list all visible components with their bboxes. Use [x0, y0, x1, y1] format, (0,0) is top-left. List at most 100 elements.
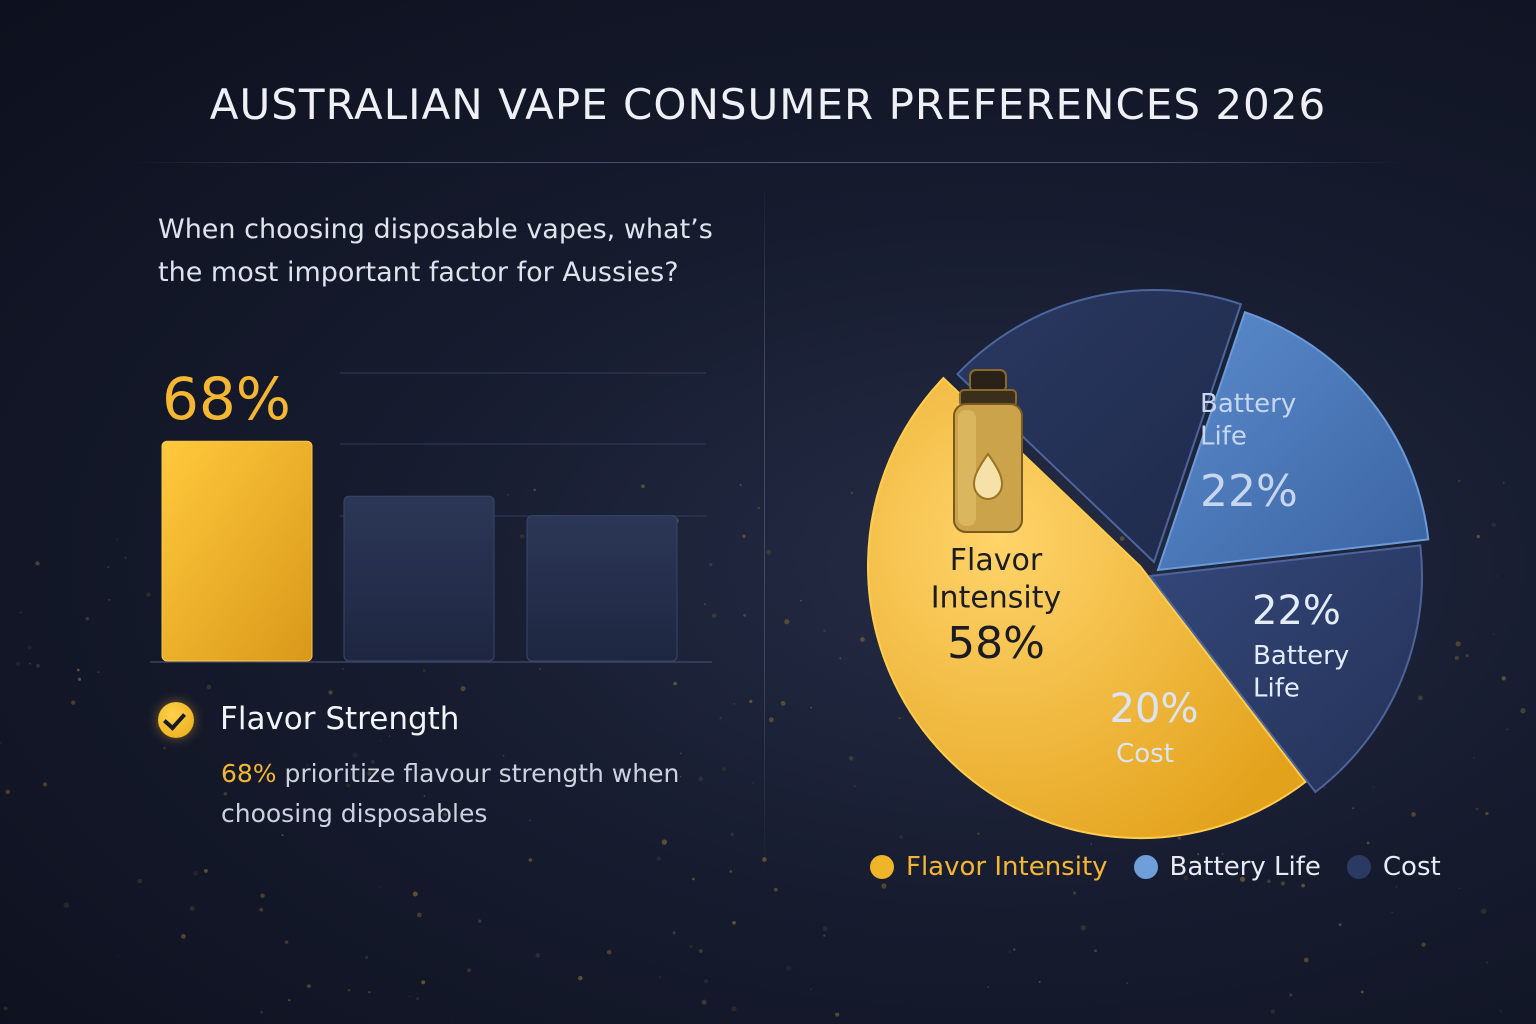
sparkle-dot: [719, 716, 723, 720]
sparkle-dot: [766, 549, 772, 555]
panel-divider: [764, 190, 765, 880]
sparkle-dot: [1094, 949, 1097, 953]
slice-value-label: 22%: [1252, 588, 1341, 634]
slice-name-label: Flavor Intensity: [931, 543, 1062, 616]
sparkle-dot: [535, 953, 540, 958]
sparkle-dot: [607, 950, 612, 955]
sparkle-dot: [85, 617, 89, 621]
sparkle-dot: [785, 965, 792, 972]
pie-slice-4: [1148, 544, 1424, 794]
droplet-icon: [972, 452, 1004, 501]
sparkle-dot: [881, 883, 887, 889]
sparkle-dot: [328, 690, 333, 695]
sparkle-dot: [721, 767, 727, 772]
sparkle-dot: [689, 944, 693, 949]
sparkle-dot: [1301, 883, 1305, 888]
sparkle-dot: [658, 976, 661, 979]
sparkle-dot: [260, 1010, 264, 1014]
highlight-description-text: prioritize flavour strength when choosin…: [221, 759, 680, 828]
sparkle-dot: [656, 856, 661, 861]
sparkle-dot: [752, 781, 755, 784]
sparkle-dot: [1303, 957, 1309, 963]
sparkle-dot: [1080, 925, 1087, 931]
sparkle-dot: [1485, 811, 1489, 816]
legend-item-battery: Battery Life: [1133, 852, 1321, 882]
slice-value-label: 20%: [1110, 686, 1199, 732]
sparkle-dot: [1395, 885, 1398, 888]
sparkle-dot: [1072, 891, 1077, 895]
sparkle-dot: [417, 912, 422, 918]
vape-device-icon: [953, 369, 1023, 533]
slice-name-label: Cost: [1116, 739, 1174, 769]
sparkle-dot: [412, 891, 418, 897]
sparkle-dot: [1458, 887, 1461, 890]
sparkle-dot: [307, 984, 311, 988]
sparkle-dot: [1421, 942, 1426, 947]
sparkle-dot: [773, 887, 778, 892]
sparkle-dot: [204, 869, 208, 873]
sparkle-dot: [739, 484, 742, 486]
sparkle-dot: [288, 999, 291, 1002]
sparkle-dot: [698, 949, 703, 953]
highlight-description: 68% prioritize flavour strength when cho…: [221, 754, 701, 834]
sparkle-dot: [701, 999, 707, 1005]
sparkle-dot: [1338, 923, 1342, 927]
sparkle-dot: [5, 789, 11, 795]
sparkle-dot: [729, 870, 732, 873]
survey-question: When choosing disposable vapes, what’s t…: [158, 214, 713, 288]
sparkle-dot: [364, 955, 369, 960]
sparkle-dot: [810, 988, 812, 991]
sparkle-dot: [742, 534, 746, 538]
highlight-percent: 68%: [221, 759, 277, 788]
sparkle-dot: [347, 988, 351, 992]
sparkle-dot: [0, 741, 2, 745]
sparkle-dot: [189, 905, 195, 911]
sparkle-dot: [108, 598, 111, 601]
sparkle-dot: [1360, 990, 1364, 994]
sparkle-dot: [260, 893, 265, 899]
sparkle-dot: [1520, 708, 1526, 714]
sparkle-dot: [673, 681, 677, 686]
sparkle-dot: [733, 703, 735, 705]
sparkle-dot: [661, 839, 668, 845]
sparkle-dot: [36, 663, 40, 668]
sparkle-dot: [1289, 993, 1293, 997]
sparkle-dot: [460, 686, 466, 692]
sparkle-dot: [757, 506, 761, 510]
page-title: AUSTRALIAN VAPE CONSUMER PREFERENCES 202…: [209, 80, 1327, 129]
sparkle-dot: [19, 611, 22, 614]
slice-name-label: Battery Life: [1200, 389, 1296, 452]
sparkle-dot: [181, 934, 186, 939]
sparkle-dot: [1391, 911, 1393, 914]
sparkle-dot: [162, 746, 167, 750]
pie-legend: Flavor Intensity Battery Life Cost: [870, 852, 1467, 882]
sparkle-dot: [421, 980, 426, 985]
sparkle-dot: [193, 870, 198, 876]
sparkle-dot: [116, 538, 119, 541]
sparkle-dot: [71, 700, 76, 705]
pie-slice-2: [955, 289, 1243, 564]
sparkle-dot: [368, 991, 371, 994]
sparkle-dot: [1270, 1009, 1276, 1014]
pie-slice-3: [1156, 310, 1430, 572]
sparkle-dot: [1481, 908, 1487, 914]
legend-label: Cost: [1382, 852, 1441, 882]
sparkle-dot: [378, 886, 381, 889]
sparkle-dot: [206, 684, 212, 690]
sparkle-dot: [281, 833, 284, 837]
sparkle-dot: [1502, 481, 1505, 484]
sparkle-dot: [63, 902, 70, 908]
sparkle-dot: [478, 919, 482, 923]
sparkle-dot: [1038, 980, 1041, 983]
bar-3: [526, 515, 678, 662]
bar-2: [343, 495, 495, 662]
sparkle-dot: [35, 561, 40, 566]
highlight-label: Flavor Strength: [220, 701, 460, 737]
title-divider: [130, 162, 1406, 163]
sparkle-dot: [987, 986, 990, 988]
legend-swatch: [1133, 855, 1158, 879]
legend-label: Flavor Intensity: [906, 852, 1108, 882]
sparkle-dot: [1491, 522, 1497, 528]
sparkle-dot: [284, 940, 289, 944]
